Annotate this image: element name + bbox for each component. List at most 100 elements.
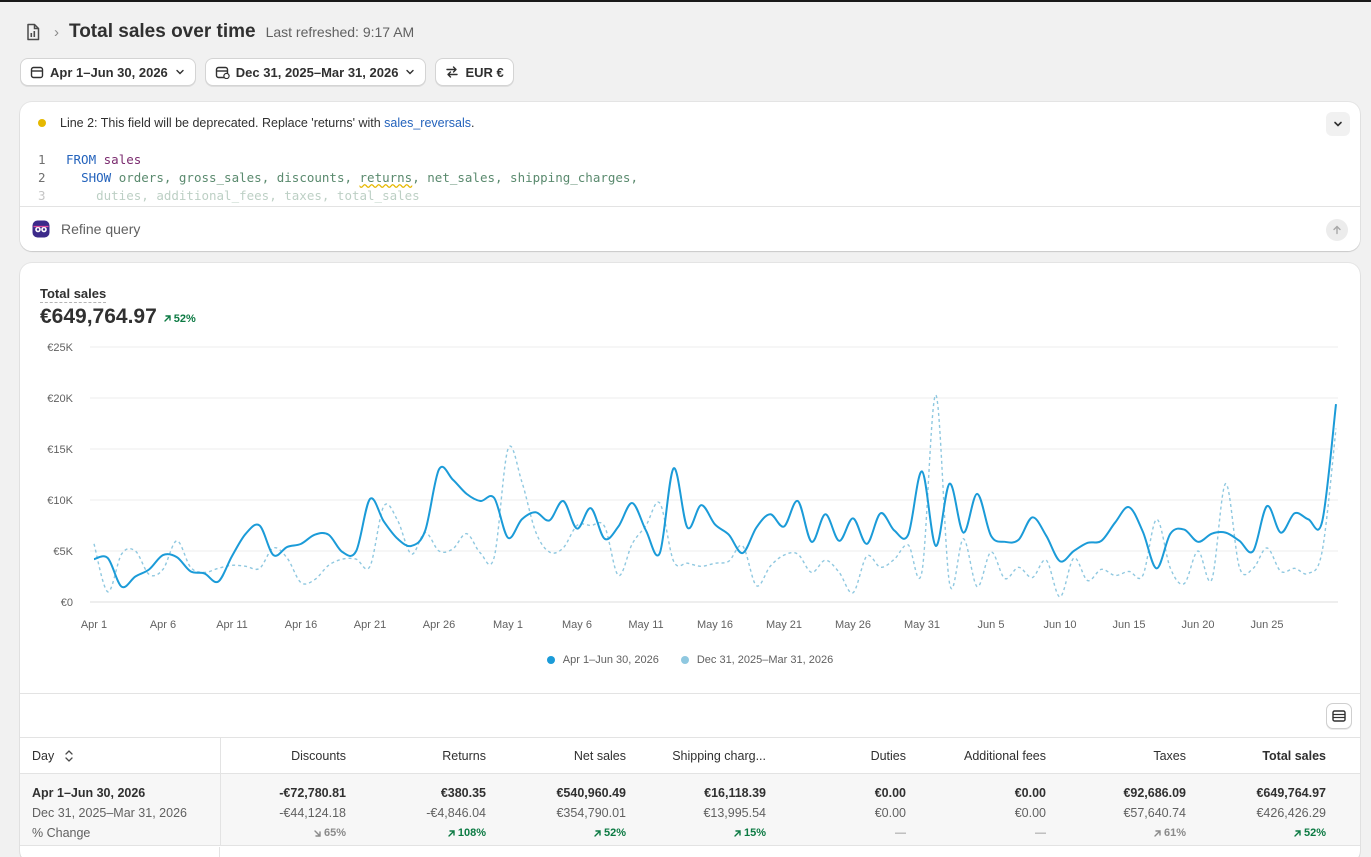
y-tick-label: €0: [61, 597, 73, 609]
cell-current: €380.35: [440, 786, 486, 800]
warning-text: Line 2: This field will be deprecated. R…: [60, 116, 475, 130]
column-header-duties[interactable]: Duties: [870, 748, 906, 763]
column-header-total-sales[interactable]: Total sales: [1262, 748, 1326, 763]
arrow-up-right-icon: [1293, 829, 1302, 838]
arrow-up-right-icon: [593, 829, 602, 838]
warning-message: Line 2: This field will be deprecated. R…: [60, 116, 385, 130]
code-line-3: 3 duties, additional_fees, taxes, total_…: [38, 187, 638, 205]
x-tick-label: Apr 26: [423, 619, 455, 631]
cell-previous: €57,640.74: [1123, 806, 1186, 820]
x-tick-label: May 21: [766, 619, 802, 631]
collapse-editor-button[interactable]: [1326, 112, 1350, 136]
table-column-1: €380.35 -€4,846.04 108%: [360, 774, 500, 845]
legend-label-previous: Dec 31, 2025–Mar 31, 2026: [696, 654, 834, 666]
row-label-previous: Dec 31, 2025–Mar 31, 2026: [32, 806, 187, 820]
cell-previous: €0.00: [874, 806, 906, 820]
sales-line-chart[interactable]: €0 €5K €10K €15K €20K €25K Apr 1 Apr 6 Apr 11 Apr…: [20, 263, 1360, 643]
date-range-button[interactable]: Apr 1–Jun 30, 2026: [20, 58, 196, 86]
arrow-up-right-icon: [733, 829, 742, 838]
series-line-previous[interactable]: [93, 394, 1337, 598]
x-tick-label: Jun 15: [1112, 619, 1145, 631]
sort-icon[interactable]: [64, 749, 74, 763]
cell-current: €0.00: [874, 786, 906, 800]
cell-current: €92,686.09: [1123, 786, 1186, 800]
row-label-current: Apr 1–Jun 30, 2026: [32, 786, 146, 800]
table-column-5: €0.00 €0.00 —: [920, 774, 1060, 845]
cell-current: €540,960.49: [556, 786, 626, 800]
compare-range-button[interactable]: Dec 31, 2025–Mar 31, 2026: [204, 58, 427, 86]
metric-change-value: 52%: [173, 312, 196, 325]
x-tick-label: Jun 10: [1043, 619, 1076, 631]
breadcrumb-chevron-icon: ›: [54, 23, 59, 41]
report-icon[interactable]: [22, 21, 44, 43]
chevron-down-icon: [1334, 121, 1342, 127]
cell-current: €16,118.39: [704, 786, 766, 800]
filter-bar: Apr 1–Jun 30, 2026 Dec 31, 2025–Mar 31, …: [20, 58, 514, 86]
series-line-current[interactable]: [93, 404, 1337, 589]
x-tick-label: May 16: [697, 619, 733, 631]
calendar-compare-icon: [215, 66, 230, 79]
metric-change-badge: 52%: [163, 313, 196, 325]
send-button[interactable]: [1326, 219, 1348, 241]
column-header-day[interactable]: Day: [20, 738, 221, 773]
code-line-1: 1 FROM sales: [38, 151, 638, 169]
code-keyword: SHOW: [81, 170, 112, 185]
query-code[interactable]: 1 FROM sales 2 SHOW orders, gross_sales, …: [38, 151, 638, 205]
x-tick-label: Apr 11: [216, 619, 248, 631]
cell-change: 15%: [733, 823, 766, 843]
table-column-4: €0.00 €0.00 —: [780, 774, 920, 845]
table-view-button[interactable]: [1326, 703, 1352, 729]
date-range-label: Apr 1–Jun 30, 2026: [50, 64, 168, 80]
warning-dot-icon: [38, 119, 46, 127]
arrow-up-right-icon: [164, 315, 171, 322]
warning-link[interactable]: sales_reversals: [384, 116, 472, 130]
refine-query-input[interactable]: Refine query: [61, 221, 141, 237]
query-editor-card: Line 2: This field will be deprecated. R…: [20, 102, 1360, 251]
compare-range-label: Dec 31, 2025–Mar 31, 2026: [235, 64, 399, 80]
cell-previous: €426,426.29: [1256, 806, 1326, 820]
arrow-up-right-icon: [447, 829, 456, 838]
cell-change: 52%: [593, 823, 626, 843]
column-header-returns[interactable]: Returns: [442, 748, 486, 763]
refine-query-bar[interactable]: Refine query: [20, 206, 1360, 251]
x-tick-label: Apr 1: [81, 619, 107, 631]
row-labels: Apr 1–Jun 30, 2026 Dec 31, 2025–Mar 31, …: [20, 774, 221, 845]
cell-change: 52%: [1293, 823, 1326, 843]
currency-button[interactable]: EUR €: [435, 58, 514, 86]
legend-item-current[interactable]: Apr 1–Jun 30, 2026: [546, 654, 659, 666]
x-tick-label: Jun 25: [1250, 619, 1283, 631]
x-tick-label: May 11: [628, 619, 663, 631]
cell-previous: -€4,846.04: [426, 806, 486, 820]
column-header-additional-fees[interactable]: Additional fees: [963, 748, 1046, 763]
metric-label[interactable]: Total sales: [40, 286, 107, 303]
x-tick-label: Jun 20: [1181, 619, 1214, 631]
column-header-shipping[interactable]: Shipping charg...: [672, 748, 766, 763]
y-tick-label: €15K: [47, 444, 73, 456]
column-header-taxes[interactable]: Taxes: [1153, 748, 1186, 763]
legend-item-previous[interactable]: Dec 31, 2025–Mar 31, 2026: [680, 654, 834, 666]
deprecated-field[interactable]: returns: [359, 170, 413, 185]
legend-label-current: Apr 1–Jun 30, 2026: [562, 654, 659, 666]
cell-change: 108%: [447, 823, 486, 843]
chevron-down-icon: [176, 69, 184, 75]
column-header-discounts[interactable]: Discounts: [291, 748, 346, 763]
data-table-section: Day Discounts Returns Net sales Shipping…: [20, 693, 1360, 857]
cell-change: —: [1035, 827, 1046, 839]
x-tick-label: May 6: [562, 619, 592, 631]
y-tick-label: €5K: [53, 546, 73, 558]
arrow-down-right-icon: [313, 829, 322, 838]
table-column-6: €92,686.09 €57,640.74 61%: [1060, 774, 1200, 845]
x-tick-label: May 26: [835, 619, 871, 631]
line-number: 1: [38, 152, 46, 167]
chevron-down-icon: [406, 69, 415, 75]
cell-change: 61%: [1153, 823, 1186, 843]
arrow-up-right-icon: [1153, 829, 1162, 838]
y-tick-label: €25K: [47, 342, 73, 354]
column-header-net-sales[interactable]: Net sales: [573, 748, 626, 763]
metric-value: €649,764.97 52%: [40, 305, 196, 329]
chart-card: Total sales €649,764.97 52% €0 €5K €10K €15…: [20, 263, 1360, 857]
last-refreshed: Last refreshed: 9:17 AM: [265, 24, 415, 40]
code-keyword: FROM: [66, 152, 97, 167]
warning-end: .: [471, 116, 475, 130]
code-fields: duties, additional_fees, taxes, total_sa…: [96, 188, 420, 203]
